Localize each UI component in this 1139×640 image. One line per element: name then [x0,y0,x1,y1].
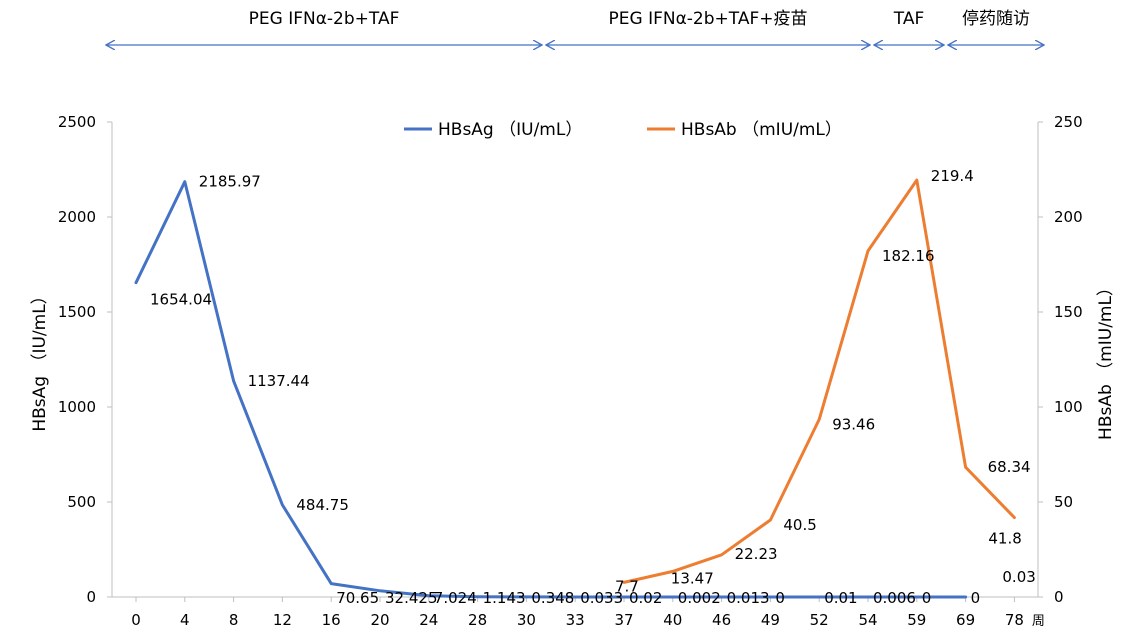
left-tick-label: 2000 [58,208,96,226]
data-label: 7.7 [615,577,639,595]
data-label: 40.5 [783,516,816,534]
x-tick-label: 16 [322,611,341,629]
right-tick-label: 250 [1054,113,1083,131]
x-tick-label: 30 [517,611,536,629]
x-tick-label: 78 [1005,611,1024,629]
data-label: 22.23 [735,545,778,563]
data-label: 484.75 [296,496,349,514]
data-label: 0.01 [824,589,857,607]
series-line-0 [134,180,968,599]
data-label: 0.033 [580,589,623,607]
phase-label: PEG IFNα-2b+TAF [249,9,400,29]
series-lines [134,178,1016,599]
data-label: 0 [775,589,785,607]
x-unit-label: 周 [1032,614,1045,629]
data-label: 0.002 [678,589,721,607]
right-tick-label: 200 [1054,208,1083,226]
legend-label-hbsag: HBsAg （IU/mL） [438,120,582,140]
data-label: 7.024 [434,589,477,607]
right-tick-label: 50 [1054,493,1073,511]
data-label: 0.02 [629,589,662,607]
data-label: 219.4 [931,167,974,185]
data-label: 32.425 [385,589,438,607]
x-tick-label: 12 [273,611,292,629]
left-tick-label: 2500 [58,113,96,131]
data-label: 68.34 [988,458,1031,476]
phase-label: TAF [893,9,924,29]
x-tick-label: 4 [180,611,190,629]
right-tick-label: 0 [1054,588,1064,606]
phase-label: PEG IFNα-2b+TAF+疫苗 [609,9,808,29]
x-tick-label: 37 [614,611,633,629]
phase-label: 停药随访 [962,9,1030,29]
x-tick-label: 59 [907,611,926,629]
treatment-phases: PEG IFNα-2b+TAF PEG IFNα-2b+TAF+疫苗 TAF 停药随访 [106,9,1044,45]
x-tick-label: 49 [761,611,780,629]
x-tick-label: 69 [956,611,975,629]
legend-label-hbsab: HBsAb （mIU/mL） [681,120,842,140]
x-tick-label: 52 [810,611,829,629]
data-label: 0 [922,589,932,607]
series-line-1 [622,178,1016,584]
data-label: 70.65 [336,589,379,607]
data-label: 1654.04 [150,291,212,309]
data-label: 13.47 [671,569,714,587]
data-label: 93.46 [832,415,875,433]
left-tick-label: 500 [67,493,96,511]
left-tick-label: 1500 [58,303,96,321]
data-label: 0.348 [531,589,574,607]
legend: HBsAg （IU/mL） HBsAb （mIU/mL） [404,120,842,140]
data-label: 0.013 [727,589,770,607]
left-tick-label: 0 [86,588,96,606]
right-tick-label: 100 [1054,398,1083,416]
x-tick-label: 54 [858,611,877,629]
x-tick-label: 28 [468,611,487,629]
x-tick-label: 20 [370,611,389,629]
data-label: 2185.97 [199,173,261,191]
data-label: 0.03 [1002,568,1035,586]
data-label: 1.143 [483,589,526,607]
data-label: 0 [971,589,981,607]
data-label: 41.8 [988,530,1021,548]
x-tick-label: 0 [131,611,141,629]
data-label: 0.006 [873,589,916,607]
x-tick-label: 8 [229,611,239,629]
x-tick-label: 46 [712,611,731,629]
right-axis-title: HBsAb （mIU/mL） [1096,279,1116,440]
x-tick-label: 40 [663,611,682,629]
x-tick-label: 33 [566,611,585,629]
left-axis-title: HBsAg （IU/mL） [30,287,50,431]
data-label: 1137.44 [248,372,310,390]
left-tick-label: 1000 [58,398,96,416]
data-label: 182.16 [882,247,935,265]
right-tick-label: 150 [1054,303,1083,321]
x-tick-label: 24 [419,611,438,629]
